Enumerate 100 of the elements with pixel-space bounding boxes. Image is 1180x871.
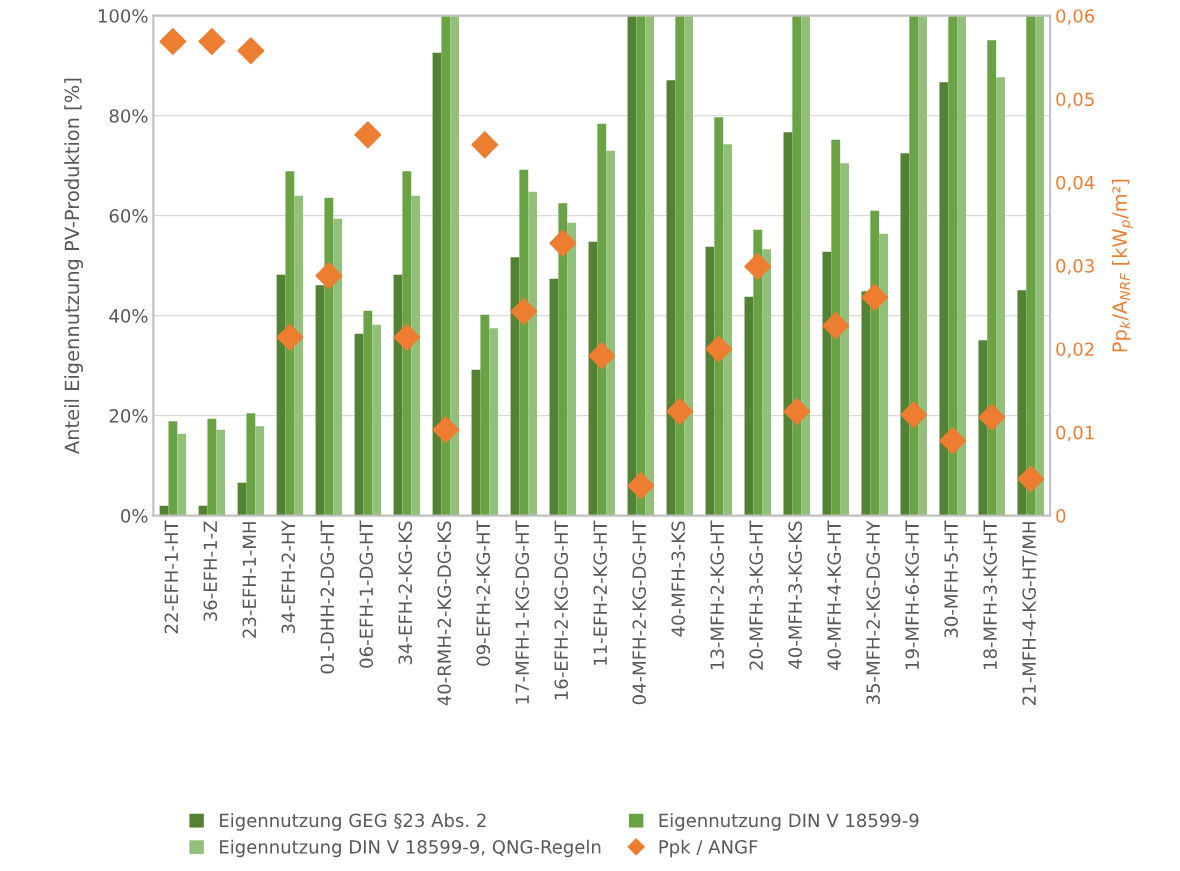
bar: [684, 15, 694, 516]
x-tick-label: 23-EFH-1-MH: [242, 522, 257, 638]
point: [822, 312, 850, 340]
bar: [801, 15, 811, 516]
legend-label: Eigennutzung DIN V 18599-9, QNG-Regeln: [220, 839, 601, 858]
bar: [714, 117, 724, 516]
y-tick-label: 20%: [109, 409, 148, 423]
point: [627, 472, 655, 500]
point: [432, 416, 460, 444]
x-tick-label: 30-MFH-5-HT: [944, 520, 958, 638]
x-tick-label: 34-EFH-2-KG-KS: [398, 521, 413, 665]
bar: [1035, 15, 1044, 516]
bar: [168, 421, 178, 516]
bar: [723, 144, 733, 516]
bar: [840, 163, 849, 516]
point: [744, 252, 772, 280]
bar: [549, 278, 559, 516]
legend-label: Eigennutzung DIN V 18599-9: [659, 813, 919, 831]
bar: [597, 123, 607, 516]
bar: [870, 210, 880, 516]
y2-tick-label: 0,03: [1056, 259, 1094, 275]
bar: [783, 132, 793, 516]
x-tick-label: 35-MFH-2-KG-DG-HY: [866, 520, 880, 705]
bar: [762, 249, 772, 516]
point: [1017, 465, 1045, 493]
point: [354, 121, 382, 149]
point: [666, 397, 694, 425]
bar: [567, 222, 577, 516]
point: [861, 283, 889, 311]
bar: [363, 310, 373, 516]
bar: [918, 15, 927, 516]
bar: [900, 153, 910, 516]
bar: [324, 197, 334, 516]
x-tick-label: 19-MFH-6-KG-HT: [905, 520, 919, 670]
bar: [978, 340, 988, 516]
bar: [1017, 290, 1027, 516]
bar: [753, 229, 763, 516]
bar: [831, 139, 841, 516]
bar: [822, 251, 832, 516]
x-tick-label: 01-DHH-2-DG-HT: [320, 520, 335, 674]
y-tick-label: 60%: [109, 209, 148, 223]
point: [783, 397, 811, 425]
bar: [606, 150, 616, 516]
point: [237, 37, 265, 65]
y-tick-label: 100%: [98, 9, 148, 23]
point: [939, 427, 967, 455]
point: [315, 262, 343, 290]
bar: [315, 285, 325, 516]
x-tick-label: 21-MFH-4-KG-HT/MH: [1022, 522, 1038, 705]
y-tick-label: 40%: [109, 309, 148, 323]
bar: [1026, 15, 1036, 516]
bar: [909, 15, 919, 516]
bar: [354, 333, 364, 516]
point: [549, 229, 577, 257]
y2-tick-label: 0,05: [1056, 92, 1094, 108]
bar: [996, 77, 1005, 516]
point: [198, 28, 226, 56]
bar: [411, 195, 421, 516]
x-tick-label: 40-MFH-3-KG-KS: [788, 521, 802, 669]
bar: [372, 324, 382, 516]
y2-tick-label: 0: [1056, 509, 1066, 523]
x-tick-label: 11-EFH-2-KG-HT: [593, 520, 608, 665]
bar: [285, 171, 295, 516]
bar: [333, 218, 343, 516]
bar: [441, 15, 451, 516]
x-tick-label: 36-EFH-1-Z: [203, 521, 218, 621]
bar: [255, 426, 265, 516]
bar: [948, 15, 958, 516]
x-tick-label: 40-RMH-2-KG-DG-KS: [437, 521, 452, 706]
bar: [939, 82, 949, 516]
point: [471, 131, 499, 159]
x-tick-label: 18-MFH-3-KG-HT: [983, 520, 997, 670]
bar: [987, 40, 997, 516]
y-tick-label: 80%: [109, 109, 148, 123]
bar: [957, 15, 966, 516]
y2-tick-label: 0,01: [1056, 425, 1094, 442]
x-tick-label: 40-MFH-4-KG-HT: [827, 520, 841, 671]
x-tick-label: 13-MFH-2-KG-HT: [710, 520, 725, 670]
bar: [792, 15, 802, 516]
bar: [558, 203, 568, 516]
point: [276, 323, 304, 351]
bar: [489, 328, 499, 516]
bar: [744, 296, 754, 516]
point: [393, 323, 421, 351]
bar: [246, 413, 256, 516]
point: [900, 401, 928, 429]
point: [978, 403, 1006, 431]
x-tick-label: 34-EFH-2-HY: [281, 520, 296, 634]
x-tick-label: 22-EFH-1-HT: [164, 520, 178, 634]
y2-tick-label: 0,06: [1056, 9, 1095, 25]
point: [510, 297, 538, 325]
y-tick-label: 0%: [121, 509, 148, 523]
bar: [177, 433, 187, 516]
bar: [645, 15, 655, 516]
legend-label: Ppk / ANGF: [659, 839, 758, 858]
bar: [471, 369, 481, 516]
bar: [675, 15, 685, 516]
legend-label: Eigennutzung GEG §23 Abs. 2: [220, 813, 486, 831]
x-tick-label: 17-MFH-1-KG-DG-HT: [515, 520, 530, 704]
x-tick-label: 40-MFH-3-KS: [671, 521, 686, 637]
